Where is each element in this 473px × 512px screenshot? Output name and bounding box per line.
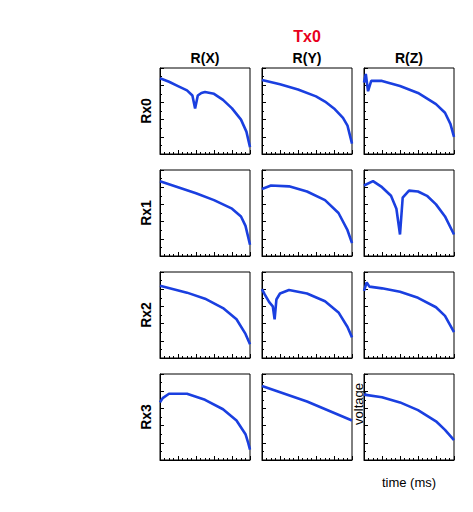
svg-text:R(Z): R(Z) [395,50,423,66]
svg-text:Tx0: Tx0 [293,28,321,45]
svg-text:Rx0: Rx0 [138,98,154,124]
svg-text:Rx3: Rx3 [138,404,154,430]
svg-text:Rx1: Rx1 [138,200,154,226]
svg-text:voltage: voltage [351,383,366,425]
svg-text:R(X): R(X) [191,50,220,66]
svg-text:time (ms): time (ms) [382,475,436,490]
svg-text:Rx2: Rx2 [138,302,154,328]
svg-text:R(Y): R(Y) [293,50,322,66]
